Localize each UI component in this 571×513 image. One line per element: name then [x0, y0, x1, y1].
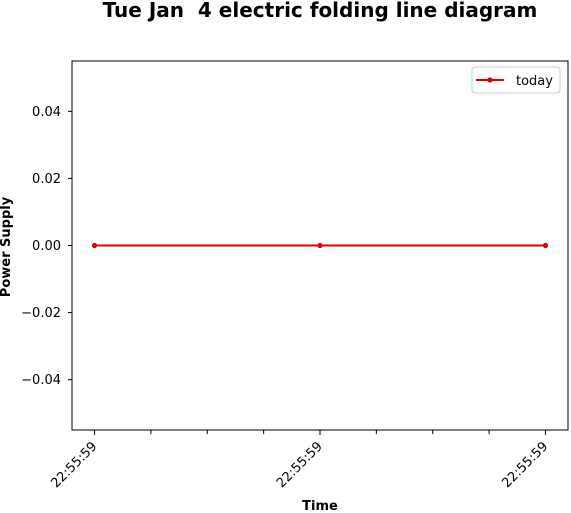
y-tick-label: −0.02 [21, 306, 61, 321]
chart-title: Tue Jan 4 electric folding line diagram [103, 0, 538, 22]
x-axis-label: Time [302, 499, 338, 513]
data-point [317, 242, 323, 249]
legend-label-today: today [516, 74, 553, 89]
y-axis-label: Power Supply [0, 196, 14, 297]
data-point [91, 242, 98, 249]
y-axis: −0.04 −0.02 0.00 0.02 0.04 [21, 105, 72, 388]
series-layer [91, 242, 549, 249]
x-tick-label: 22:55:59 [499, 439, 551, 491]
y-tick-label: 0.00 [32, 239, 61, 254]
x-tick-label: 22:55:59 [48, 439, 100, 491]
y-tick-label: 0.02 [32, 172, 61, 187]
y-tick-label: 0.04 [32, 105, 61, 120]
y-tick-label: −0.04 [21, 373, 61, 388]
data-point [542, 242, 549, 249]
legend-marker-today [487, 77, 493, 83]
legend: today [471, 66, 561, 94]
x-axis: 22:55:59 22:55:59 22:55:59 [48, 430, 551, 491]
legend-box [471, 66, 561, 94]
x-tick-label: 22:55:59 [274, 439, 326, 491]
